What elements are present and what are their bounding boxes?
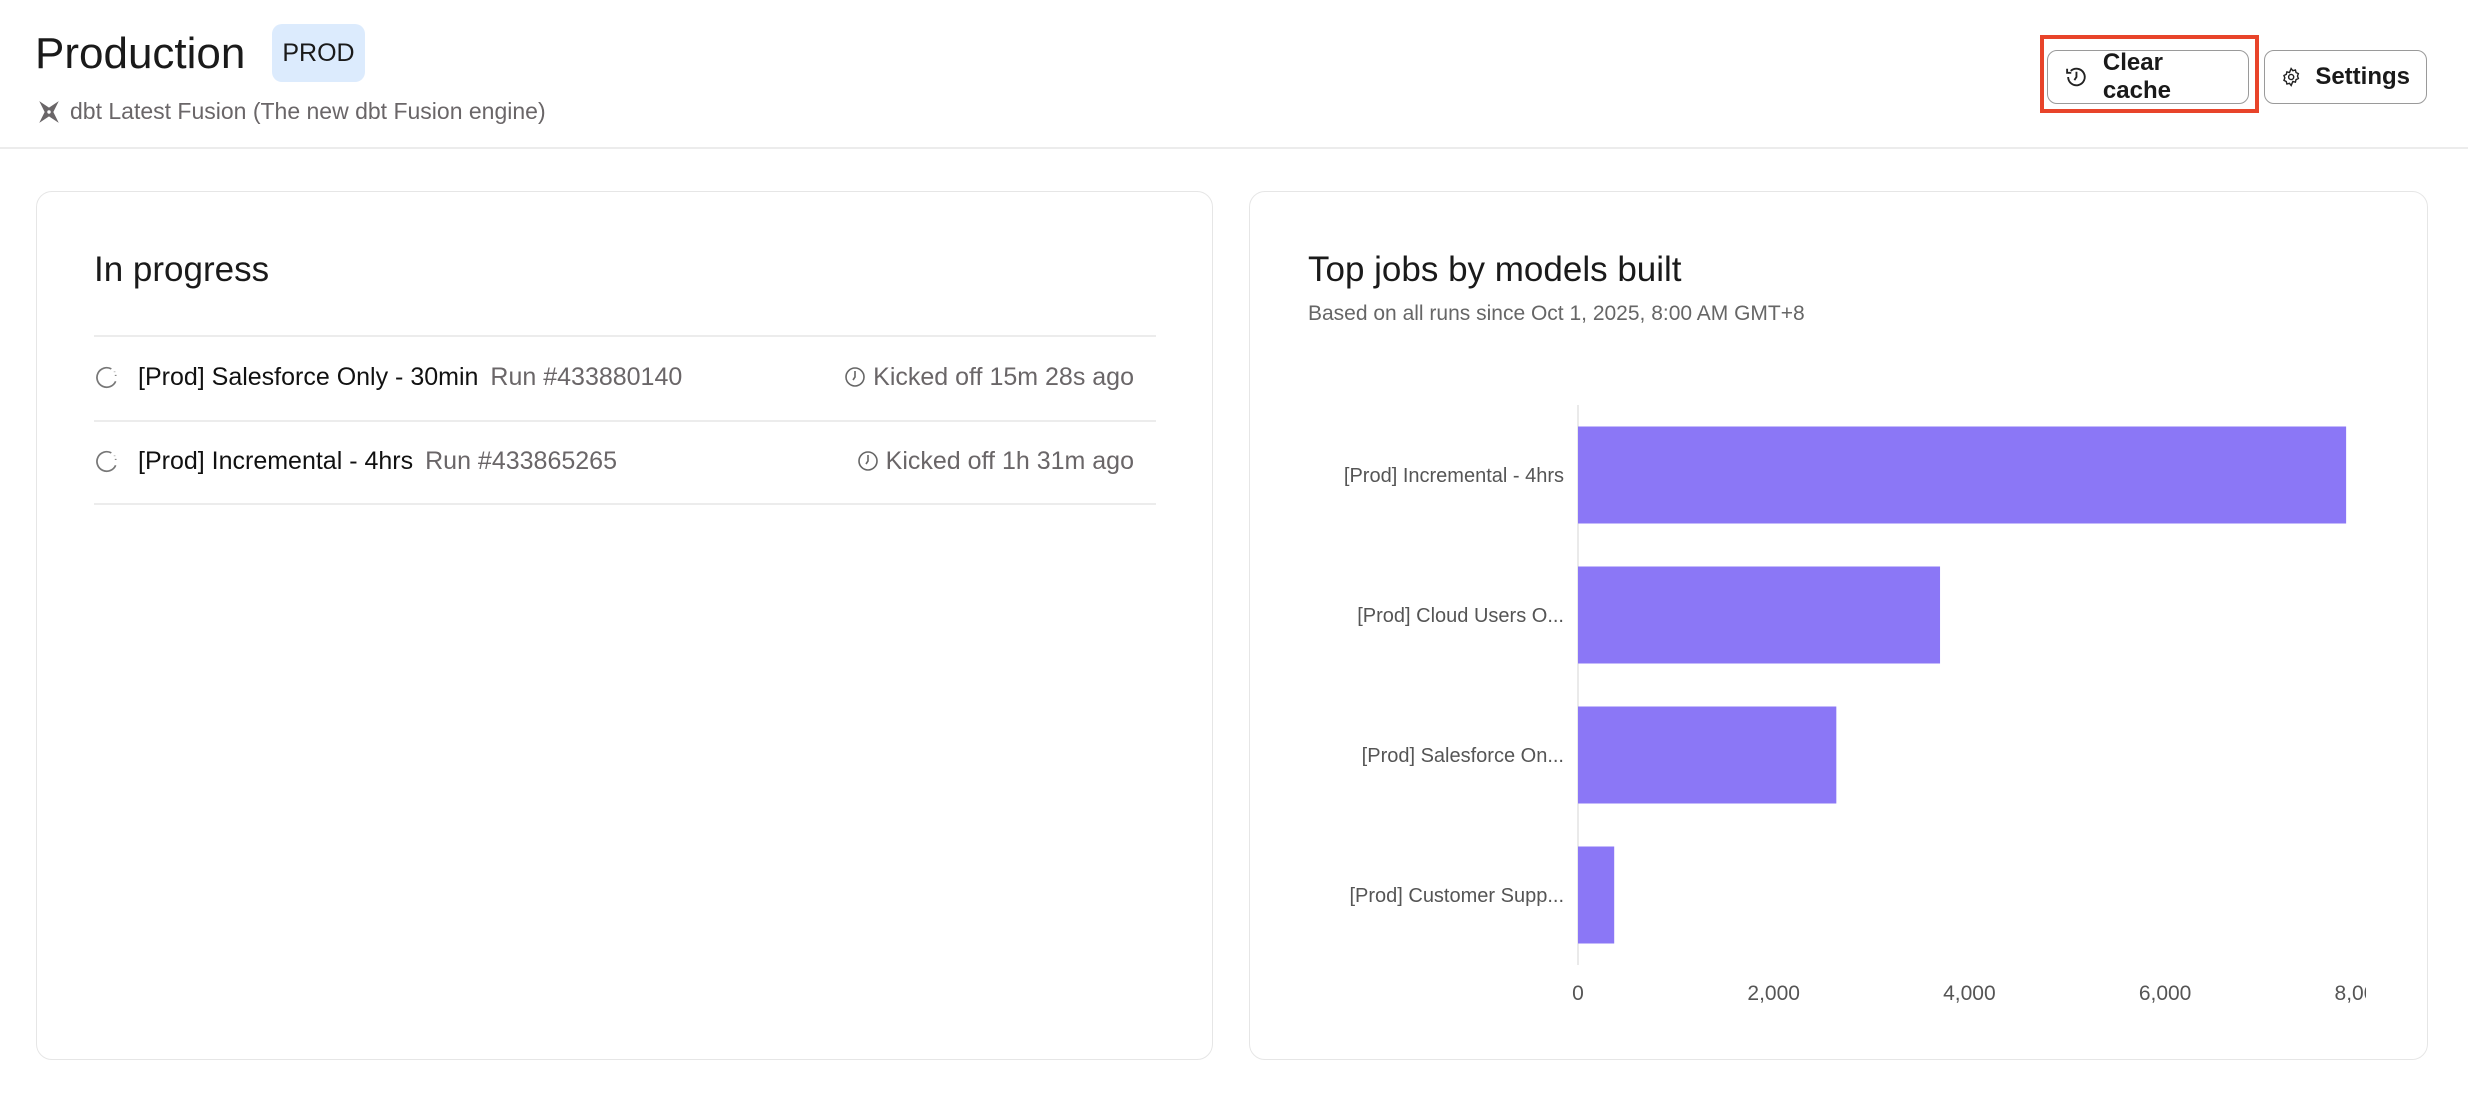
header-divider [0, 147, 2468, 149]
clear-cache-button[interactable]: Clear cache [2047, 49, 2249, 104]
category-label: [Prod] Salesforce On... [1362, 745, 1564, 767]
spinner-icon [96, 450, 117, 473]
divider [94, 503, 1156, 505]
divider [94, 420, 1156, 422]
engine-label: dbt Latest Fusion (The new dbt Fusion en… [70, 98, 546, 124]
category-label: [Prod] Cloud Users O... [1357, 605, 1564, 627]
kicked-off: Kicked off 1h 31m ago [856, 447, 1134, 476]
clock-icon [845, 367, 865, 387]
top-jobs-chart: [Prod] Incremental - 4hrs [Prod] Cloud Us… [1344, 405, 2366, 1005]
category-label: [Prod] Incremental - 4hrs [1344, 465, 1564, 487]
bar[interactable] [1578, 566, 1941, 664]
divider [94, 335, 1156, 337]
x-tick-label: 4,000 [1943, 982, 1996, 1005]
in-progress-card [36, 191, 1213, 1060]
spinner-icon [96, 366, 117, 389]
run-row[interactable]: [Prod] Salesforce Only - 30min Run #4338… [94, 336, 1134, 418]
run-id[interactable]: Run #433865265 [425, 446, 617, 475]
job-name[interactable]: [Prod] Incremental - 4hrs [138, 446, 414, 475]
job-name[interactable]: [Prod] Salesforce Only - 30min [138, 362, 479, 391]
bar[interactable] [1578, 846, 1615, 944]
settings-button[interactable]: Settings [2264, 50, 2427, 104]
x-tick-label: 8,000 [2335, 982, 2366, 1005]
clear-cache-label: Clear cache [2102, 49, 2171, 104]
in-progress-title: In progress [94, 250, 270, 289]
bar[interactable] [1578, 706, 1837, 804]
top-jobs-subtitle: Based on all runs since Oct 1, 2025, 8:0… [1308, 302, 1805, 325]
run-row[interactable]: [Prod] Incremental - 4hrs Run #433865265… [94, 420, 1134, 502]
top-jobs-title: Top jobs by models built [1308, 250, 1682, 289]
page-title: Production [35, 29, 246, 78]
x-tick-label: 6,000 [2139, 982, 2192, 1005]
bar[interactable] [1578, 426, 2347, 524]
category-label: [Prod] Customer Supp... [1349, 885, 1564, 907]
x-tick-label: 2,000 [1747, 982, 1800, 1005]
environment-subtitle: dbt Latest Fusion (The new dbt Fusion en… [36, 98, 546, 125]
dbt-logo-icon [39, 100, 59, 123]
gear-icon [2283, 67, 2300, 87]
clock-icon [857, 451, 878, 471]
run-id[interactable]: Run #433880140 [490, 362, 683, 391]
kicked-off: Kicked off 15m 28s ago [843, 363, 1134, 392]
settings-label: Settings [2315, 63, 2410, 90]
highlight-box [2040, 35, 2259, 113]
x-tick-label: 0 [1572, 982, 1584, 1005]
environment-badge: PROD [272, 24, 365, 82]
history-icon [2066, 67, 2086, 87]
